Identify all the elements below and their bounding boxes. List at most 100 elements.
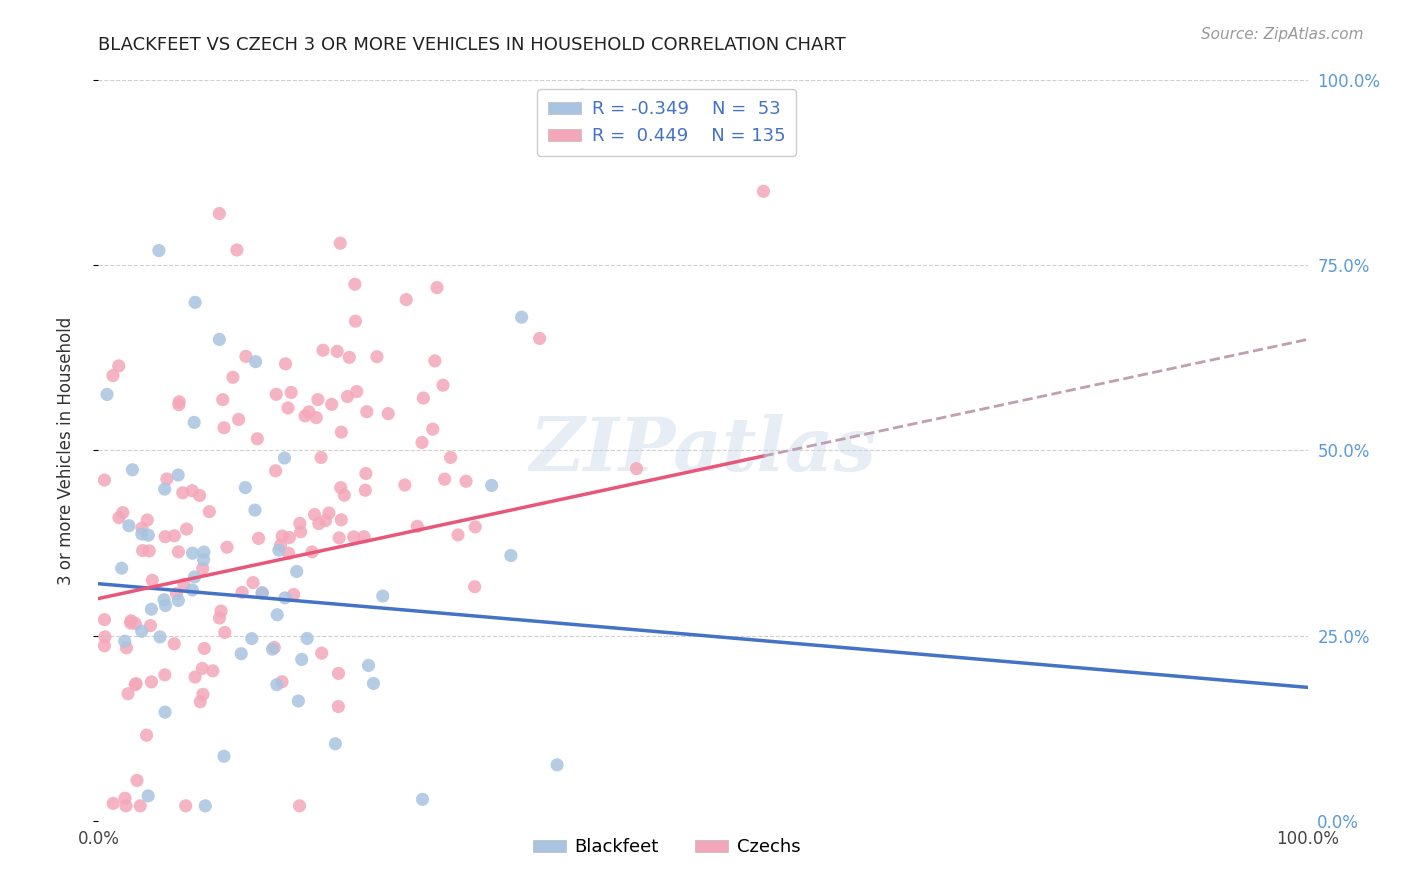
Point — [153, 482, 176, 496]
Point — [433, 472, 456, 486]
Point — [354, 467, 377, 481]
Point — [193, 641, 215, 656]
Point — [330, 513, 353, 527]
Point — [114, 791, 136, 805]
Point — [278, 531, 301, 545]
Point — [356, 405, 378, 419]
Point — [191, 561, 214, 575]
Point — [136, 789, 159, 803]
Point — [245, 354, 267, 368]
Point — [231, 585, 253, 599]
Point — [125, 676, 148, 690]
Point — [208, 333, 231, 347]
Point — [167, 398, 190, 412]
Point — [290, 524, 312, 539]
Point — [546, 757, 568, 772]
Point — [337, 351, 360, 365]
Point — [354, 483, 377, 498]
Point — [194, 798, 217, 813]
Point — [226, 243, 249, 257]
Point — [481, 478, 503, 492]
Point — [131, 527, 153, 541]
Point — [124, 616, 146, 631]
Legend: Blackfeet, Czechs: Blackfeet, Czechs — [526, 831, 807, 863]
Point — [325, 737, 347, 751]
Point — [121, 463, 143, 477]
Point — [247, 532, 270, 546]
Point — [183, 416, 205, 430]
Point — [308, 516, 330, 531]
Point — [94, 630, 117, 644]
Point — [193, 553, 215, 567]
Point — [201, 664, 224, 678]
Point — [336, 390, 359, 404]
Point — [328, 699, 350, 714]
Point — [120, 614, 142, 628]
Point — [181, 483, 204, 498]
Point — [117, 687, 139, 701]
Point — [129, 798, 152, 813]
Point — [394, 478, 416, 492]
Point — [422, 422, 444, 436]
Y-axis label: 3 or more Vehicles in Household: 3 or more Vehicles in Household — [56, 317, 75, 584]
Point — [111, 561, 134, 575]
Point — [426, 280, 449, 294]
Point — [131, 543, 153, 558]
Point — [240, 632, 263, 646]
Point — [366, 350, 388, 364]
Point — [167, 593, 190, 607]
Point — [464, 580, 486, 594]
Point — [252, 586, 274, 600]
Point — [93, 473, 115, 487]
Point — [141, 674, 163, 689]
Point — [295, 632, 318, 646]
Point — [173, 577, 195, 591]
Point — [212, 420, 235, 434]
Point — [329, 236, 352, 251]
Point — [233, 481, 256, 495]
Point — [136, 513, 159, 527]
Point — [406, 519, 429, 533]
Point — [287, 694, 309, 708]
Point — [274, 591, 297, 605]
Point — [181, 582, 204, 597]
Point — [271, 529, 294, 543]
Point — [329, 481, 352, 495]
Point — [155, 599, 177, 613]
Point — [101, 368, 124, 383]
Point — [271, 674, 294, 689]
Point — [321, 397, 343, 411]
Point — [148, 244, 170, 258]
Point — [330, 425, 353, 439]
Point — [167, 394, 190, 409]
Point — [357, 658, 380, 673]
Point — [510, 310, 533, 325]
Point — [752, 184, 775, 198]
Point — [305, 410, 328, 425]
Point — [298, 405, 321, 419]
Point — [328, 666, 350, 681]
Point — [267, 543, 290, 558]
Point — [115, 798, 138, 813]
Point — [318, 506, 340, 520]
Point — [291, 652, 314, 666]
Point — [243, 503, 266, 517]
Point — [138, 528, 160, 542]
Point — [135, 728, 157, 742]
Point — [250, 586, 273, 600]
Point — [214, 625, 236, 640]
Point — [447, 528, 470, 542]
Point — [231, 647, 253, 661]
Point — [454, 475, 477, 489]
Point — [208, 206, 231, 220]
Point — [432, 378, 454, 392]
Point — [274, 357, 297, 371]
Point — [304, 508, 326, 522]
Point — [131, 521, 153, 535]
Point — [277, 401, 299, 415]
Point — [228, 412, 250, 426]
Point — [294, 409, 316, 423]
Point — [264, 387, 287, 401]
Point — [344, 314, 367, 328]
Point — [242, 575, 264, 590]
